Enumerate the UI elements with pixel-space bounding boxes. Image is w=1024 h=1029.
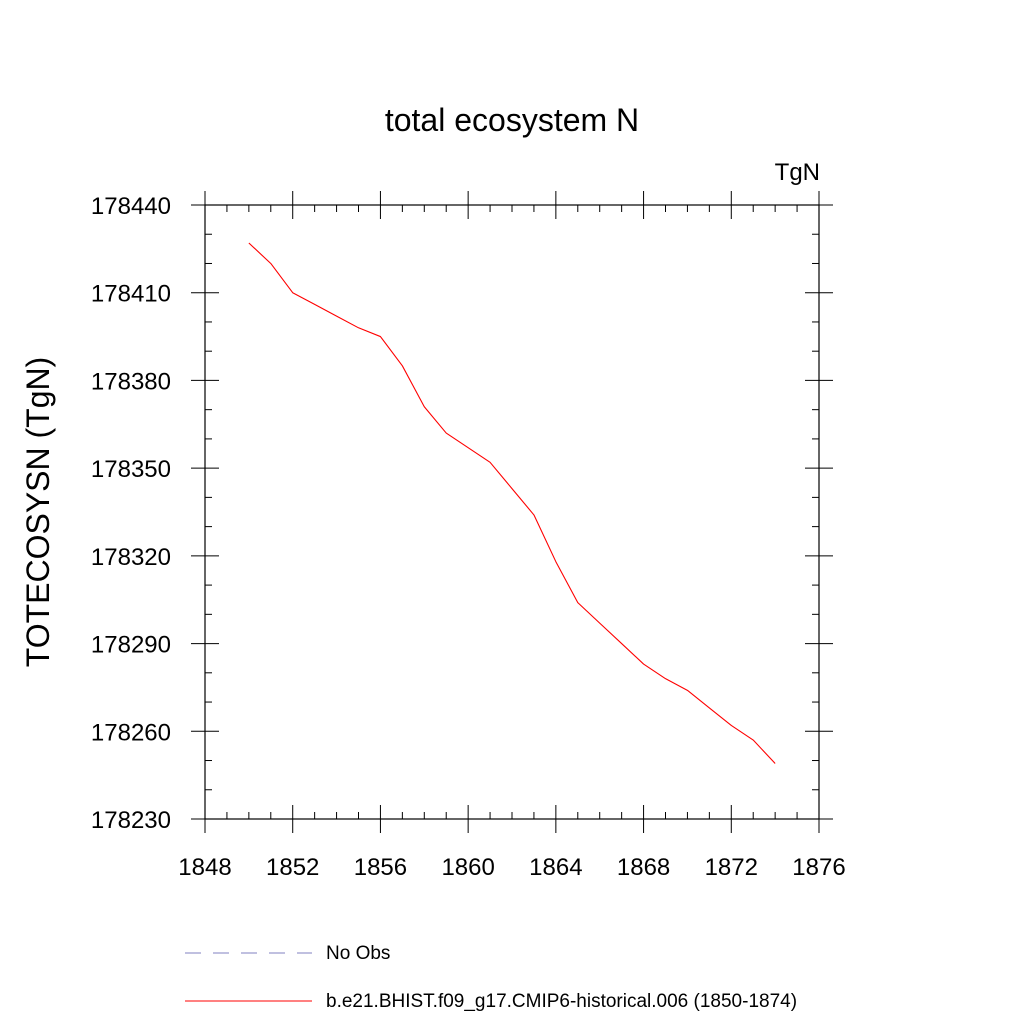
chart-title: total ecosystem N	[385, 102, 639, 138]
legend: No Obs b.e21.BHIST.f09_g17.CMIP6-histori…	[185, 943, 797, 1012]
x-tick-label: 1848	[178, 854, 231, 881]
units-label: TgN	[775, 159, 820, 186]
y-axis-label: TOTECOSYSN (TgN)	[20, 357, 56, 668]
y-tick-label: 178410	[91, 281, 171, 308]
x-tick-label: 1872	[705, 854, 758, 881]
series-line-0	[248, 242, 776, 764]
y-tick-label: 178380	[91, 368, 171, 395]
y-tick-label: 178290	[91, 632, 171, 659]
legend-label-no-obs: No Obs	[326, 943, 390, 964]
x-tick-label: 1876	[792, 854, 845, 881]
x-tick-label: 1860	[441, 854, 494, 881]
y-tick-label: 178230	[91, 807, 171, 834]
x-tick-label: 1852	[266, 854, 319, 881]
x-axis-ticks: 1848 1852 1856 1860 1864 1868 1872 1876	[178, 191, 846, 881]
plot-frame	[204, 204, 820, 820]
y-tick-label: 178440	[91, 193, 171, 220]
legend-label-model: b.e21.BHIST.f09_g17.CMIP6-historical.006…	[326, 991, 797, 1012]
series-layer	[248, 242, 776, 764]
y-axis-ticks: 178230 178260 178290 178320 178350 178380 1784…	[91, 193, 833, 834]
x-tick-label: 1856	[354, 854, 407, 881]
y-tick-label: 178260	[91, 719, 171, 746]
y-tick-label: 178320	[91, 544, 171, 571]
x-tick-label: 1868	[617, 854, 670, 881]
y-tick-label: 178350	[91, 456, 171, 483]
x-tick-label: 1864	[529, 854, 582, 881]
